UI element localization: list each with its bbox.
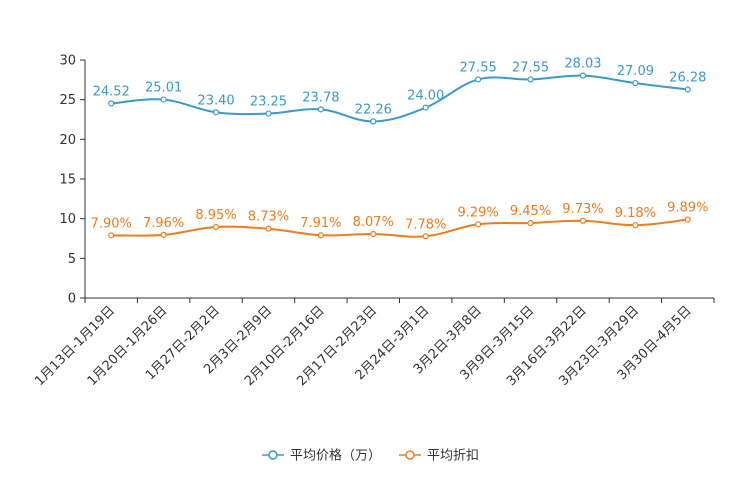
data-label: 27.55 bbox=[512, 60, 549, 75]
data-point[interactable] bbox=[370, 230, 377, 238]
data-point[interactable] bbox=[265, 225, 272, 232]
data-label: 7.91% bbox=[300, 216, 341, 231]
legend-circle-marker bbox=[268, 450, 278, 460]
data-point[interactable] bbox=[370, 118, 377, 125]
y-tick-label: 10 bbox=[59, 212, 76, 227]
data-point[interactable] bbox=[422, 104, 429, 111]
legend[interactable]: 平均价格（万） 平均折扣 bbox=[262, 448, 479, 464]
data-point[interactable] bbox=[632, 222, 639, 229]
data-label: 26.28 bbox=[669, 71, 706, 86]
y-tick-label: 0 bbox=[68, 292, 76, 307]
data-label: 28.03 bbox=[564, 57, 601, 72]
legend-circle-marker bbox=[405, 450, 415, 460]
data-point[interactable] bbox=[317, 232, 324, 239]
legend-label: 平均折扣 bbox=[427, 449, 479, 464]
data-point[interactable] bbox=[422, 233, 429, 240]
data-point[interactable] bbox=[475, 221, 482, 228]
series-line bbox=[111, 218, 688, 238]
series-discount: 7.90% 7.96% 8.95% 8.73% 7.91% 8.07% 7.78% 9.29%… bbox=[91, 201, 708, 240]
data-label: 23.78 bbox=[302, 90, 339, 105]
data-point[interactable] bbox=[475, 76, 482, 83]
data-label: 9.45% bbox=[510, 204, 551, 219]
legend-label: 平均价格（万） bbox=[290, 448, 381, 464]
data-point[interactable] bbox=[212, 223, 220, 231]
data-label: 8.07% bbox=[353, 215, 394, 230]
data-label: 7.78% bbox=[405, 217, 446, 232]
y-tick-label: 5 bbox=[68, 252, 76, 267]
data-label: 9.89% bbox=[667, 201, 708, 216]
data-point[interactable] bbox=[160, 231, 167, 238]
data-label: 24.00 bbox=[407, 89, 444, 104]
legend-item-discount[interactable]: 平均折扣 bbox=[399, 449, 479, 464]
data-label: 23.25 bbox=[250, 95, 287, 110]
data-label: 9.18% bbox=[615, 206, 656, 221]
data-point[interactable] bbox=[317, 106, 324, 113]
data-label: 27.09 bbox=[617, 64, 654, 79]
data-point[interactable] bbox=[579, 217, 587, 224]
series-layer: 24.52 25.01 23.40 23.25 23.78 22.26 24.00 27.55… bbox=[91, 57, 708, 240]
data-point[interactable] bbox=[527, 219, 534, 227]
data-point[interactable] bbox=[527, 76, 534, 83]
data-point[interactable] bbox=[579, 72, 587, 79]
data-label: 9.73% bbox=[562, 202, 603, 217]
data-label: 8.95% bbox=[195, 208, 236, 223]
y-tick-label: 15 bbox=[59, 173, 76, 188]
data-point[interactable] bbox=[265, 110, 272, 117]
data-label: 25.01 bbox=[145, 81, 182, 96]
legend-item-price[interactable]: 平均价格（万） bbox=[262, 448, 381, 464]
data-point[interactable] bbox=[160, 96, 167, 103]
data-point[interactable] bbox=[108, 100, 115, 107]
data-point[interactable] bbox=[632, 79, 639, 87]
data-point[interactable] bbox=[684, 216, 691, 223]
data-label: 23.40 bbox=[197, 93, 234, 108]
data-point[interactable] bbox=[108, 232, 115, 239]
data-label: 9.29% bbox=[457, 205, 498, 220]
data-label: 22.26 bbox=[355, 102, 392, 117]
series-line bbox=[111, 74, 688, 123]
series-price: 24.52 25.01 23.40 23.25 23.78 22.26 24.00 27.55… bbox=[93, 57, 706, 125]
y-tick-label: 30 bbox=[59, 54, 76, 69]
data-label: 7.90% bbox=[91, 216, 132, 231]
data-label: 27.55 bbox=[460, 60, 497, 75]
data-label: 7.96% bbox=[143, 216, 184, 231]
data-label: 8.73% bbox=[248, 210, 289, 225]
data-point[interactable] bbox=[684, 86, 691, 93]
y-tick-label: 20 bbox=[59, 133, 76, 148]
data-label: 24.52 bbox=[93, 84, 130, 99]
data-point[interactable] bbox=[212, 109, 220, 116]
y-tick-label: 25 bbox=[59, 93, 76, 108]
